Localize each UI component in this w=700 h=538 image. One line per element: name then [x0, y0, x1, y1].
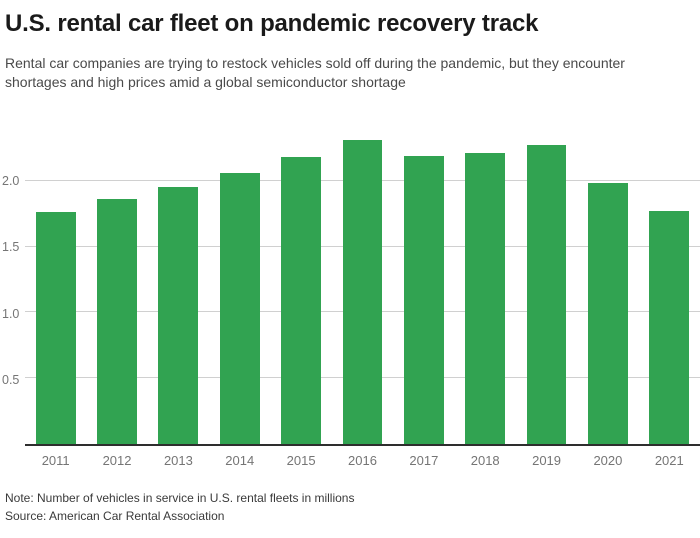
x-axis-labels: 2011 2012 2013 2014 2015 2016 2017 2018 2019 2020… — [25, 446, 700, 468]
bar-slot-2020 — [577, 115, 638, 444]
chart-footer: Note: Number of vehicles in service in U… — [5, 489, 690, 525]
y-tick-label-2.0: 2.0 — [2, 174, 20, 189]
bar-slot-2018 — [455, 115, 516, 444]
x-tick-label-2013: 2013 — [163, 453, 193, 468]
chart-subtitle-line2: shortages and high prices amid a global … — [5, 74, 406, 90]
bar-slot-2021 — [639, 115, 700, 444]
y-tick-label-1.0: 1.0 — [2, 306, 20, 321]
bar-2017 — [403, 155, 444, 444]
bar-2013 — [158, 187, 199, 444]
note-text: Note: Number of vehicles in service in U… — [5, 491, 355, 505]
x-tick-label-2015: 2015 — [286, 453, 316, 468]
x-tick-label-2011: 2011 — [41, 453, 70, 468]
x-tick-label-2018: 2018 — [470, 453, 500, 468]
bar-slot-2014 — [209, 115, 270, 444]
chart-title: U.S. rental car fleet on pandemic recove… — [5, 10, 539, 37]
x-tick-label-2021: 2021 — [654, 453, 684, 468]
x-tick-label-2014: 2014 — [225, 453, 255, 468]
bar-2020 — [587, 183, 628, 444]
bar-slot-2016 — [332, 115, 393, 444]
bar-2011 — [35, 212, 76, 444]
bar-slot-2015 — [270, 115, 331, 444]
bars-container — [25, 115, 700, 444]
x-tick-label-2017: 2017 — [409, 453, 439, 468]
bar-slot-2011 — [25, 115, 86, 444]
bar-2015 — [281, 157, 322, 444]
bar-slot-2013 — [148, 115, 209, 444]
bar-2014 — [219, 172, 260, 444]
chart-subtitle: Rental car companies are trying to resto… — [5, 54, 690, 92]
bar-2021 — [649, 211, 690, 444]
x-tick-label-2019: 2019 — [532, 453, 562, 468]
bar-2019 — [526, 145, 567, 444]
bar-chart: 0.5 1.0 1.5 2.0 — [0, 115, 700, 446]
y-tick-label-0.5: 0.5 — [2, 372, 20, 387]
x-tick-label-2020: 2020 — [593, 453, 623, 468]
x-tick-label-2012: 2012 — [102, 453, 132, 468]
bar-slot-2012 — [86, 115, 147, 444]
bar-2016 — [342, 140, 383, 444]
chart-page: U.S. rental car fleet on pandemic recove… — [0, 8, 700, 538]
x-tick-label-2016: 2016 — [348, 453, 377, 468]
bar-slot-2019 — [516, 115, 577, 444]
bar-2018 — [465, 153, 506, 444]
plot-area — [25, 115, 700, 446]
bar-slot-2017 — [393, 115, 454, 444]
source-text: Source: American Car Rental Association — [5, 509, 225, 523]
y-tick-label-1.5: 1.5 — [2, 240, 20, 255]
bar-2012 — [97, 199, 137, 444]
chart-subtitle-line1: Rental car companies are trying to resto… — [5, 55, 625, 71]
